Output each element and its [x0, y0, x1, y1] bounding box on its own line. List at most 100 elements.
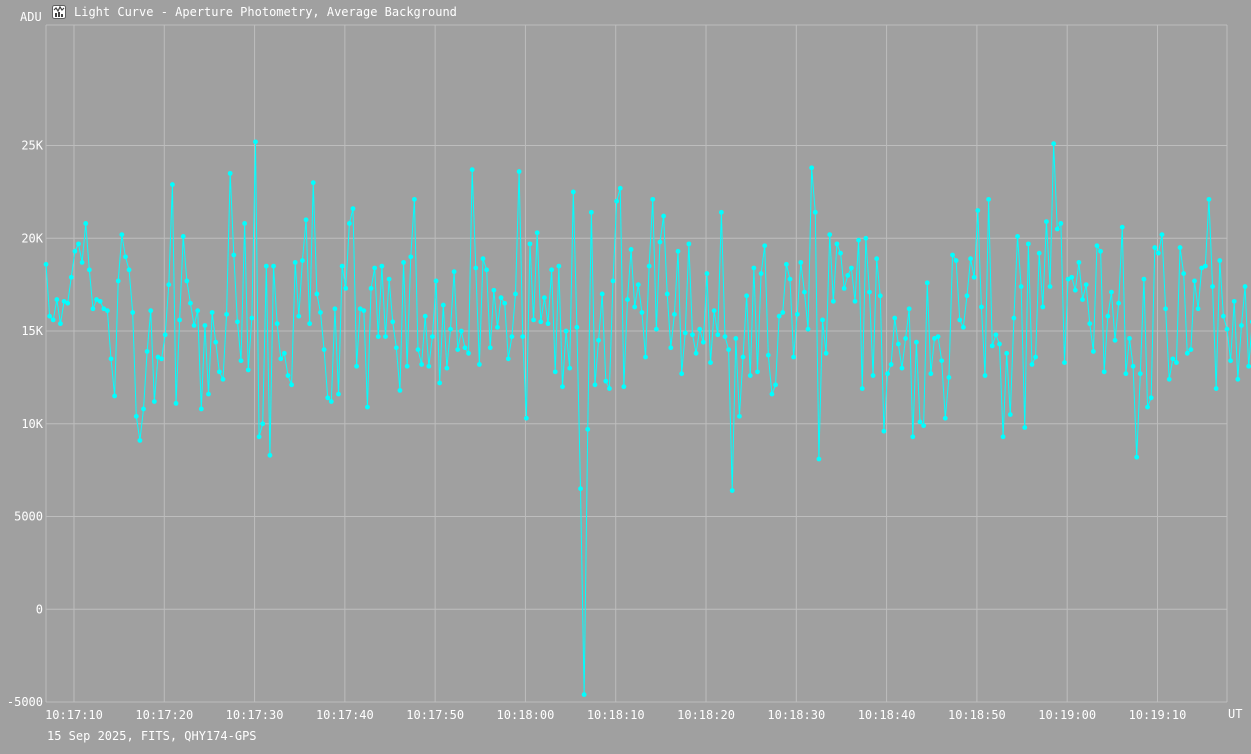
data-point [260, 421, 266, 427]
data-point [1163, 306, 1168, 312]
data-point [516, 169, 522, 174]
data-point [834, 241, 840, 247]
data-point [458, 328, 464, 334]
y-tick-label: 25K [21, 139, 43, 153]
data-point [484, 267, 490, 273]
data-point [437, 380, 443, 386]
data-point [1170, 356, 1176, 362]
data-point [632, 304, 638, 310]
data-point [188, 300, 193, 306]
data-point [657, 239, 663, 245]
data-point [1065, 276, 1071, 282]
data-point [715, 332, 721, 338]
data-point [697, 326, 703, 332]
data-point [812, 209, 818, 215]
data-point [285, 373, 291, 378]
data-point [469, 167, 475, 173]
data-point [249, 315, 255, 321]
data-point [390, 319, 396, 325]
data-point [1112, 337, 1118, 343]
data-point [336, 391, 341, 397]
data-point [946, 375, 952, 380]
data-point [455, 347, 461, 352]
data-point [1152, 245, 1158, 250]
grid-lines [45, 24, 1228, 703]
data-point [227, 170, 233, 176]
data-point [1087, 321, 1093, 327]
data-point [83, 221, 89, 226]
data-point [892, 315, 898, 321]
data-point [321, 347, 327, 352]
data-point [686, 241, 692, 247]
data-point [1188, 347, 1194, 352]
data-point [159, 356, 164, 362]
data-point [184, 278, 190, 284]
data-point [495, 324, 500, 330]
data-point [101, 306, 107, 312]
data-point [1231, 298, 1237, 304]
data-point [1062, 360, 1067, 365]
data-point [650, 196, 656, 202]
data-point [357, 306, 363, 312]
data-point [303, 217, 309, 223]
data-point [682, 330, 688, 336]
data-point [932, 336, 937, 341]
data-point [325, 395, 331, 401]
data-point [527, 241, 533, 247]
y-tick-label: 5000 [14, 510, 43, 524]
data-point [1098, 248, 1103, 254]
data-point [473, 265, 479, 271]
data-point [332, 306, 338, 312]
data-point [914, 339, 919, 345]
data-point [393, 345, 399, 351]
data-point [986, 196, 992, 202]
data-point [830, 298, 836, 304]
data-point [1195, 306, 1201, 312]
data-point [383, 334, 388, 340]
data-point [404, 363, 410, 369]
data-point [1137, 371, 1143, 377]
data-point [191, 323, 197, 328]
data-point [635, 282, 641, 288]
data-point [592, 382, 598, 388]
data-point [953, 258, 959, 263]
data-point [570, 189, 576, 195]
data-point [513, 291, 518, 297]
data-point [581, 692, 587, 697]
data-point [1242, 284, 1248, 289]
data-point [498, 295, 504, 301]
data-point [448, 326, 453, 332]
data-point [960, 324, 966, 330]
data-point [1022, 425, 1028, 430]
data-point [1123, 371, 1129, 377]
data-point [762, 243, 768, 249]
data-point [47, 313, 53, 319]
data-point [733, 336, 739, 341]
data-point [921, 423, 927, 429]
data-point [148, 308, 154, 314]
data-point [690, 332, 695, 338]
data-point [787, 276, 793, 282]
data-point [65, 300, 71, 306]
data-point [621, 384, 627, 390]
data-point [354, 363, 359, 369]
data-point [451, 269, 457, 275]
data-point [1155, 250, 1161, 256]
data-point [328, 399, 334, 404]
data-point [989, 343, 995, 349]
y-tick-label: 0 [36, 602, 43, 616]
light-curve-icon [52, 5, 66, 19]
data-point [1206, 196, 1212, 202]
data-point [1029, 362, 1035, 367]
data-point [1220, 313, 1226, 319]
data-point [924, 280, 930, 286]
data-point [906, 306, 912, 312]
data-point [231, 252, 237, 258]
data-point [848, 265, 854, 271]
data-point [841, 285, 847, 291]
data-point [755, 369, 760, 375]
data-point [166, 282, 172, 288]
data-point [700, 339, 706, 345]
data-point [549, 267, 555, 273]
data-point [574, 324, 580, 330]
